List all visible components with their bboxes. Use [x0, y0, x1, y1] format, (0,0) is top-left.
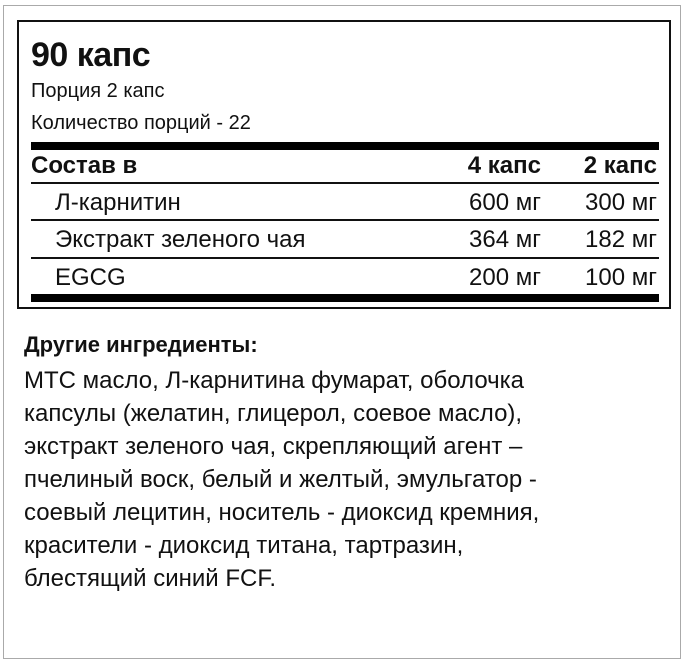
other-ingredients-line: МТС масло, Л-карнитина фумарат, оболочка	[24, 367, 525, 394]
divider	[31, 257, 659, 259]
other-ingredients: Другие ингредиенты: МТС масло, Л-карнити…	[24, 332, 674, 595]
amount-4-caps: 364 мг	[469, 226, 541, 253]
amount-2-caps: 182 мг	[585, 226, 657, 253]
ingredient-name: Экстракт зеленого чая	[55, 226, 306, 253]
amount-4-caps: 200 мг	[469, 264, 541, 291]
ingredient-name: EGCG	[55, 264, 126, 291]
table-row: EGCG 200 мг 100 мг	[31, 260, 657, 296]
table-row: Л-карнитин 600 мг 300 мг	[31, 185, 657, 221]
header-2-caps: 2 капс	[583, 152, 657, 179]
package-count: 90 капс	[31, 36, 151, 74]
other-ingredients-line: соевый лецитин, носитель - диоксид кремн…	[24, 499, 540, 526]
amount-4-caps: 600 мг	[469, 189, 541, 216]
other-ingredients-line: блестящий синий FCF.	[24, 565, 277, 592]
divider	[31, 219, 659, 221]
table-header: Состав в 4 капс 2 капс	[31, 148, 657, 184]
image-frame	[3, 5, 681, 659]
thick-divider	[31, 294, 659, 302]
servings-count: Количество порций - 22	[31, 112, 251, 134]
table-row: Экстракт зеленого чая 364 мг 182 мг	[31, 222, 657, 258]
other-ingredients-heading: Другие ингредиенты:	[24, 332, 258, 357]
other-ingredients-line: пчелиный воск, белый и желтый, эмульгато…	[24, 466, 537, 493]
supplement-facts-box: 90 капс Порция 2 капс Количество порций …	[17, 20, 671, 309]
ingredient-name: Л-карнитин	[55, 189, 181, 216]
other-ingredients-line: экстракт зеленого чая, скрепляющий агент…	[24, 433, 523, 460]
amount-2-caps: 300 мг	[585, 189, 657, 216]
divider	[31, 182, 659, 184]
serving-size: Порция 2 капс	[31, 80, 165, 102]
amount-2-caps: 100 мг	[585, 264, 657, 291]
other-ingredients-line: красители - диоксид титана, тартразин,	[24, 532, 464, 559]
header-composition: Состав в	[31, 152, 138, 179]
header-4-caps: 4 капс	[467, 152, 541, 179]
thick-divider	[31, 142, 659, 150]
other-ingredients-line: капсулы (желатин, глицерол, соевое масло…	[24, 400, 523, 427]
